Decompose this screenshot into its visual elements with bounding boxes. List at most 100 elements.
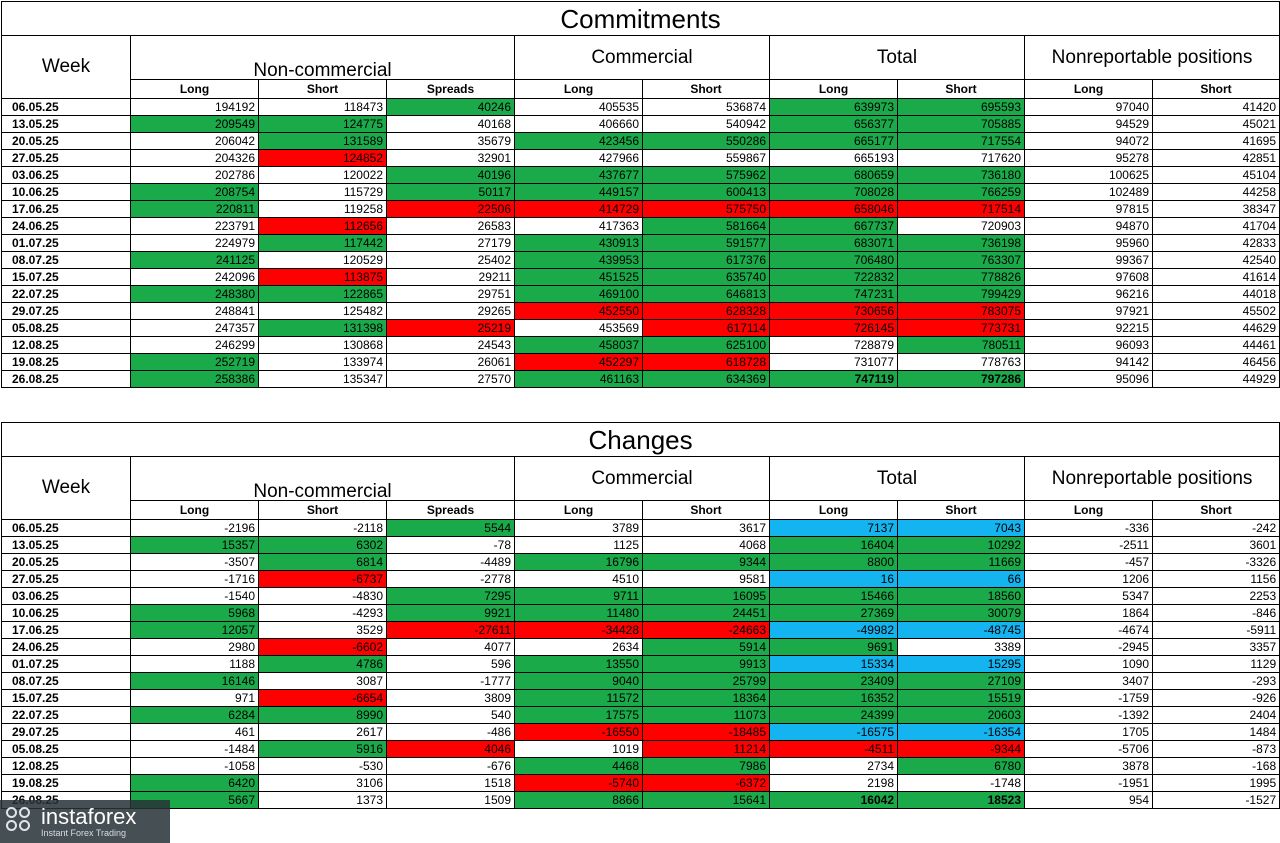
value-cell: 45104: [1151, 166, 1280, 184]
value-cell: 1206: [1024, 570, 1153, 588]
value-cell: 6420: [130, 774, 259, 792]
value-cell: 16042: [769, 791, 898, 809]
value-cell: 94529: [1024, 115, 1153, 133]
value-cell: 99367: [1024, 251, 1153, 269]
value-cell: -5706: [1024, 740, 1153, 758]
instaforex-watermark: instaforex Instant Forex Trading: [0, 800, 170, 843]
week-cell: 10.06.25: [1, 604, 131, 622]
table-row: 17.06.25 12057 3529 -27611 -34428 -24663 -4998…: [1, 621, 1280, 639]
value-cell: 625100: [642, 336, 770, 354]
value-cell: 3357: [1151, 638, 1280, 656]
value-cell: 4468: [514, 757, 643, 775]
value-cell: 449157: [514, 183, 643, 201]
value-cell: 15357: [130, 536, 259, 554]
table-row: 08.07.25 241125 120529 25402 439953 617376 706…: [1, 251, 1280, 269]
value-cell: -1540: [130, 587, 259, 605]
subheader-cell: Spreads: [386, 500, 515, 520]
value-cell: 3809: [386, 689, 515, 707]
value-cell: 680659: [769, 166, 898, 184]
value-cell: 635740: [642, 268, 770, 286]
subheader-cell: Short: [642, 500, 770, 520]
value-cell: 405535: [514, 98, 643, 116]
subheader-cell: Short: [897, 79, 1025, 99]
subheader-cell: Long: [1024, 500, 1153, 520]
value-cell: 6284: [130, 706, 259, 724]
value-cell: 427966: [514, 149, 643, 167]
week-cell: 27.05.25: [1, 149, 131, 167]
subheader-cell: Long: [514, 79, 643, 99]
value-cell: 115729: [258, 183, 387, 201]
value-cell: 95278: [1024, 149, 1153, 167]
value-cell: -6737: [258, 570, 387, 588]
value-cell: -530: [258, 757, 387, 775]
value-cell: 550286: [642, 132, 770, 150]
value-cell: -18485: [642, 723, 770, 741]
value-cell: 133974: [258, 353, 387, 371]
table-row: 22.07.25 248380 122865 29751 469100 646813 747…: [1, 285, 1280, 303]
value-cell: 15334: [769, 655, 898, 673]
value-cell: -78: [386, 536, 515, 554]
value-cell: 96093: [1024, 336, 1153, 354]
table-row: 27.05.25 -1716 -6737 -2778 4510 9581 16 66 1206 1…: [1, 570, 1280, 588]
value-cell: 120022: [258, 166, 387, 184]
value-cell: 3529: [258, 621, 387, 639]
value-cell: 194192: [130, 98, 259, 116]
table-row: 15.07.25 242096 113875 29211 451525 635740 722…: [1, 268, 1280, 286]
value-cell: 773731: [897, 319, 1025, 337]
value-cell: 7986: [642, 757, 770, 775]
value-cell: -1527: [1151, 791, 1280, 809]
value-cell: 97608: [1024, 268, 1153, 286]
value-cell: -1058: [130, 757, 259, 775]
value-cell: 559867: [642, 149, 770, 167]
table-row: 03.06.25 -1540 -4830 7295 9711 16095 15466 1856…: [1, 587, 1280, 605]
value-cell: 208754: [130, 183, 259, 201]
value-cell: 119258: [258, 200, 387, 218]
value-cell: 778763: [897, 353, 1025, 371]
section-title: Commitments: [0, 1, 1280, 36]
value-cell: -2778: [386, 570, 515, 588]
value-cell: -4489: [386, 553, 515, 571]
table-row: 20.05.25 -3507 6814 -4489 16796 9344 8800 11669…: [1, 553, 1280, 571]
value-cell: 44018: [1151, 285, 1280, 303]
value-cell: 15295: [897, 655, 1025, 673]
value-cell: -24663: [642, 621, 770, 639]
value-cell: 97815: [1024, 200, 1153, 218]
value-cell: -16575: [769, 723, 898, 741]
value-cell: 2634: [514, 638, 643, 656]
section-title: Changes: [0, 422, 1280, 457]
value-cell: 202786: [130, 166, 259, 184]
value-cell: 45021: [1151, 115, 1280, 133]
week-cell: 01.07.25: [1, 234, 131, 252]
value-cell: 414729: [514, 200, 643, 218]
value-cell: 2404: [1151, 706, 1280, 724]
value-cell: -2511: [1024, 536, 1153, 554]
value-cell: 18523: [897, 791, 1025, 809]
week-cell: 12.08.25: [1, 336, 131, 354]
value-cell: 223791: [130, 217, 259, 235]
week-cell: 15.07.25: [1, 689, 131, 707]
value-cell: -1759: [1024, 689, 1153, 707]
value-cell: 220811: [130, 200, 259, 218]
value-cell: -3326: [1151, 553, 1280, 571]
value-cell: 717514: [897, 200, 1025, 218]
value-cell: 3389: [897, 638, 1025, 656]
subheader-cell: Short: [258, 79, 387, 99]
value-cell: 95960: [1024, 234, 1153, 252]
value-cell: 452297: [514, 353, 643, 371]
value-cell: 726145: [769, 319, 898, 337]
value-cell: 27570: [386, 370, 515, 388]
value-cell: -9344: [897, 740, 1025, 758]
total-header: Total: [769, 456, 1025, 501]
value-cell: -16550: [514, 723, 643, 741]
nonreportable-header: Nonreportable positions: [1023, 456, 1280, 501]
value-cell: 799429: [897, 285, 1025, 303]
table-row: 01.07.25 1188 4786 596 13550 9913 15334 15295 10…: [1, 655, 1280, 673]
value-cell: 720903: [897, 217, 1025, 235]
value-cell: 45502: [1151, 302, 1280, 320]
value-cell: 42851: [1151, 149, 1280, 167]
value-cell: 783075: [897, 302, 1025, 320]
table-row: 27.05.25 204326 124852 32901 427966 559867 665…: [1, 149, 1280, 167]
value-cell: 706480: [769, 251, 898, 269]
value-cell: -293: [1151, 672, 1280, 690]
value-cell: 16146: [130, 672, 259, 690]
